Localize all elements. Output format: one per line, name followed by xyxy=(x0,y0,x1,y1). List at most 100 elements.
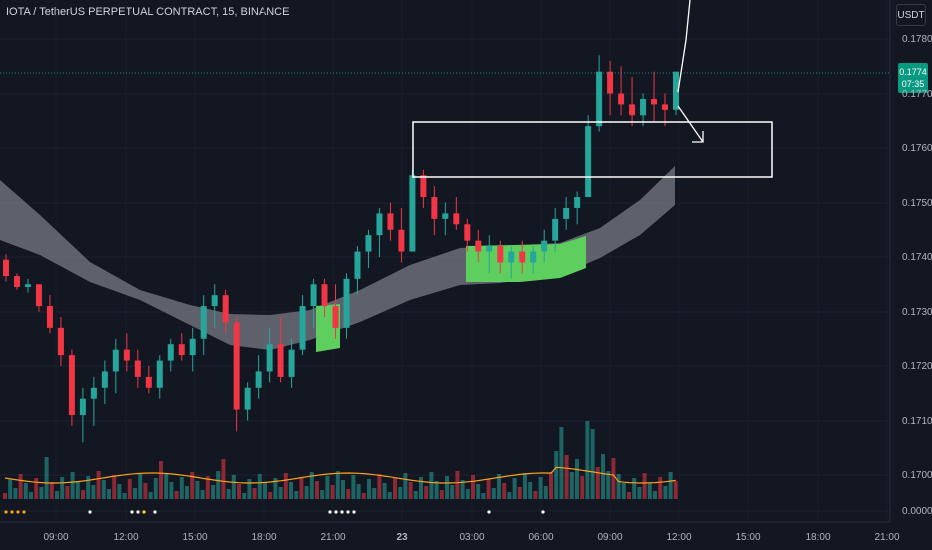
price-tick-label: 0.1740 xyxy=(902,252,932,263)
volume-bar xyxy=(533,491,538,499)
candle-body xyxy=(222,295,229,323)
volume-bar xyxy=(543,486,548,499)
volume-bar xyxy=(143,483,148,499)
candle-body xyxy=(79,398,86,416)
volume-bar xyxy=(70,472,75,499)
volume-bar xyxy=(606,471,611,499)
candle-body xyxy=(46,306,53,328)
volume-bar xyxy=(55,491,59,499)
session-marker xyxy=(334,510,338,514)
volume-bar xyxy=(39,487,44,499)
last-price-countdown: 07:35 xyxy=(901,79,925,89)
volume-bar xyxy=(75,481,80,499)
candle-body xyxy=(486,246,493,252)
candle-body xyxy=(475,240,482,252)
volume-bar xyxy=(330,485,335,499)
time-tick-label: 12:00 xyxy=(113,532,138,543)
volume-bar xyxy=(283,473,288,499)
candle-body xyxy=(200,306,207,339)
price-tick-label: 0.1710 xyxy=(902,416,932,427)
volume-bar xyxy=(346,489,351,499)
time-tick-label: 09:00 xyxy=(597,532,622,543)
volume-bar xyxy=(627,492,631,499)
candle-body xyxy=(57,327,64,356)
session-marker xyxy=(10,510,14,514)
candle-body xyxy=(376,213,383,236)
volume-bar xyxy=(320,490,325,499)
candle-body xyxy=(552,218,559,241)
volume-bar xyxy=(580,476,585,499)
time-axis[interactable]: 09:00 12:00 15:00 18:00 21:00 23 03:00 06:00 09:… xyxy=(0,521,900,543)
currency-button[interactable]: USDT xyxy=(896,4,926,26)
volume-bar xyxy=(133,488,137,499)
volume-bar xyxy=(502,483,507,499)
price-tick-label: 0.1770 xyxy=(902,89,932,100)
volume-bar xyxy=(122,493,127,499)
candle-body xyxy=(354,251,361,279)
volume-bar xyxy=(361,493,366,499)
volume-bar xyxy=(367,479,371,499)
candle-body xyxy=(90,387,97,399)
volume-bar xyxy=(44,457,49,499)
volume-bar xyxy=(127,479,132,499)
arrow-line xyxy=(677,105,704,143)
volume-bar xyxy=(611,458,616,499)
volume-bar xyxy=(29,492,33,499)
volume-bar xyxy=(211,485,215,499)
candle-body xyxy=(3,259,9,277)
volume-bar xyxy=(595,467,600,499)
volume-bar xyxy=(621,483,626,499)
volume-bar xyxy=(107,489,111,499)
arrow-head xyxy=(692,131,704,143)
candle-body xyxy=(189,338,196,356)
volume-bar xyxy=(263,483,267,499)
volume-bar xyxy=(590,429,595,499)
volume-bar xyxy=(445,476,449,499)
volume-bar xyxy=(616,474,621,499)
drawings[interactable] xyxy=(4,0,773,514)
candle-body xyxy=(453,213,460,225)
candle-body xyxy=(266,344,273,372)
session-marker xyxy=(352,510,356,514)
volume-bar xyxy=(538,477,543,499)
candle-body xyxy=(530,251,537,263)
candle-body xyxy=(288,349,295,377)
candle-body xyxy=(398,229,405,252)
candle-body xyxy=(651,98,658,105)
chart-title: IOTA / TetherUS PERPETUAL CONTRACT, 15, … xyxy=(6,6,290,18)
trend-line xyxy=(677,0,691,93)
last-price-value: 0.1774 xyxy=(899,67,927,77)
volume-bar xyxy=(647,482,652,499)
volume-bar xyxy=(273,478,278,499)
volume-bar xyxy=(138,474,143,499)
volume-bar xyxy=(335,471,340,499)
volume-bar xyxy=(195,481,200,499)
candle-body xyxy=(244,387,251,410)
time-tick-label: 06:00 xyxy=(528,532,553,543)
session-marker xyxy=(22,510,26,514)
volume-bar xyxy=(491,488,496,499)
volume-bar xyxy=(289,482,293,499)
volume-bar xyxy=(372,488,377,499)
volume-bar xyxy=(205,476,210,499)
session-marker xyxy=(16,510,20,514)
volume-bar xyxy=(299,477,304,499)
candle-body xyxy=(211,295,218,307)
volume-bar xyxy=(185,486,189,499)
volume-bar xyxy=(294,491,299,499)
candle-body xyxy=(321,284,328,307)
volume-bar xyxy=(81,490,85,499)
volume-bar xyxy=(497,474,501,499)
volume-bar xyxy=(309,472,314,499)
candle-body xyxy=(35,284,42,307)
time-tick-label: 15:00 xyxy=(182,532,207,543)
time-tick-label: 12:00 xyxy=(666,532,691,543)
volume-bars xyxy=(3,421,678,499)
candle-body xyxy=(420,175,427,198)
volume-bar xyxy=(226,489,231,499)
candle-body xyxy=(585,126,592,198)
volume-bar xyxy=(398,487,403,499)
price-axis[interactable]: 0.1780 0.1770 0.1760 0.1750 0.1740 0.1730 0.17… xyxy=(889,0,932,522)
session-marker xyxy=(153,510,157,514)
